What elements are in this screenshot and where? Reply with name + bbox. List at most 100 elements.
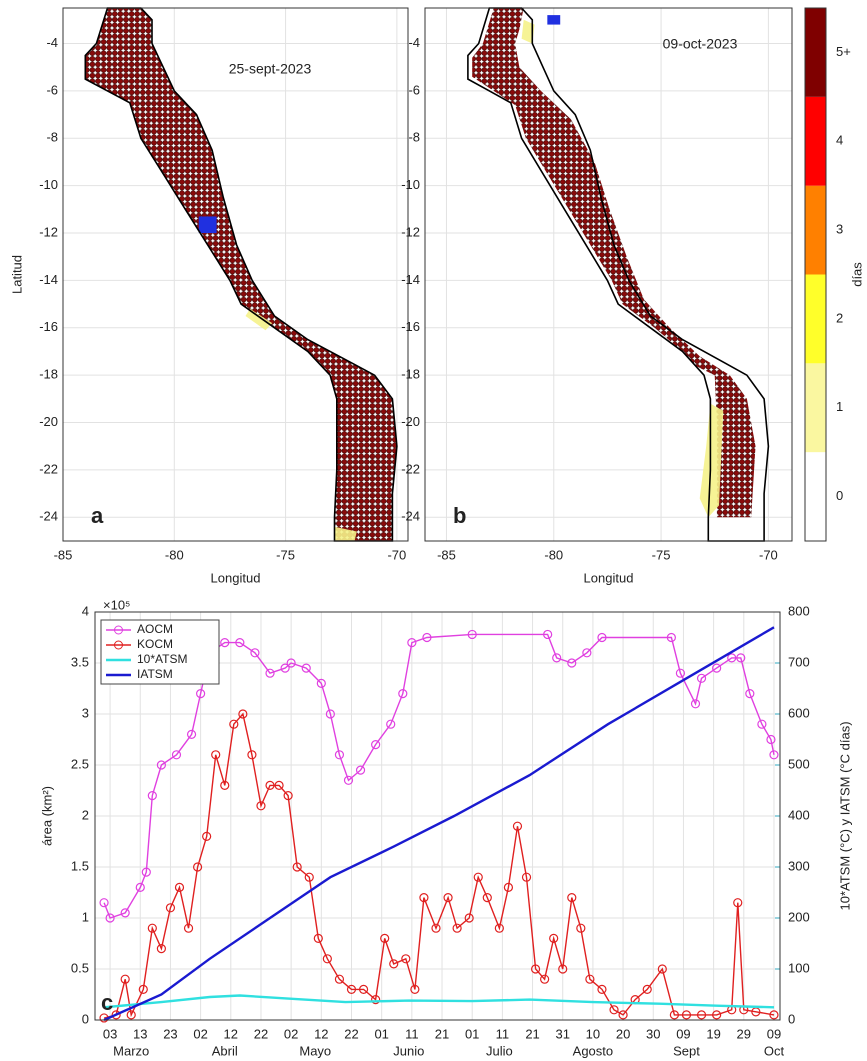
colorbar-label: 2 [836,310,843,325]
data-point [371,994,381,1005]
colorbar-label: 1 [836,399,843,414]
data-point [443,892,453,903]
data-point [576,923,586,933]
series-line [103,626,775,1022]
x-tick-label: -85 [54,547,73,562]
data-point [202,831,212,842]
data-point [757,719,767,729]
x-tick-label: 09 [676,1026,690,1041]
month-label: Marzo [113,1043,149,1058]
low-day-area [334,526,357,541]
data-point [380,933,390,944]
data-point [286,658,296,668]
series-line [103,994,775,1009]
y2-tick-label: 700 [788,654,810,669]
data-point [549,933,559,944]
data-point [669,1010,679,1020]
y2-tick-label: 500 [788,756,810,771]
x-tick-label: 13 [133,1026,147,1041]
data-point [334,974,345,984]
y-tick-label: -24 [401,509,420,524]
data-point [256,801,266,811]
colorbar-swatch [805,363,826,453]
x-tick-label: -75 [652,547,671,562]
data-point [503,882,514,893]
data-point [769,1010,779,1020]
data-point [316,678,326,689]
data-point [304,872,314,882]
x-tick-label: 02 [284,1026,298,1041]
occurrence-area [472,8,756,518]
data-point [174,882,185,893]
series-line [103,633,775,919]
y-tick-label: -22 [39,461,58,476]
data-point [618,1010,628,1020]
data-point [247,750,257,760]
x-tick-label: 21 [525,1026,539,1041]
colorbar-label: 0 [836,488,843,503]
data-point [681,1010,692,1020]
data-point [690,699,701,709]
data-point [422,632,432,643]
x-tick-label: 09 [767,1026,781,1041]
colorbar-swatch [805,452,826,541]
x-tick-label: 30 [646,1026,660,1041]
data-point [280,663,290,673]
low-day-area [521,19,535,44]
data-point [712,1010,722,1020]
data-point [283,790,293,801]
y-tick-label: -10 [401,177,420,192]
panel-letter: b [453,503,466,528]
legend-marker [114,640,123,650]
x-tick-label: 11 [405,1026,419,1041]
y-exponent: ×10⁵ [103,597,130,612]
data-point [156,760,166,770]
month-label: Mayo [299,1043,331,1058]
data-point [696,1010,707,1020]
data-point [512,821,523,831]
y2-tick-label: 600 [788,705,810,720]
x-tick-label: 19 [706,1026,720,1041]
data-point [147,923,157,933]
data-point [398,688,408,699]
data-point [135,882,145,893]
data-point [530,964,541,974]
data-point [567,658,577,668]
x-tick-label: 02 [193,1026,207,1041]
data-point [111,1010,121,1020]
data-point [389,959,399,969]
data-point [745,688,755,699]
data-point [250,648,260,658]
x-tick-label: 11 [496,1026,510,1041]
y-tick-label: -16 [401,319,420,334]
data-point [642,984,652,995]
data-point [543,629,553,640]
data-point [597,984,607,995]
legend-label: AOCM [137,622,173,636]
data-point [355,765,366,775]
data-point [238,709,248,719]
x-axis-label: Longitud [211,570,261,585]
colorbar-frame [804,7,827,542]
data-point [494,923,504,933]
data-point [386,719,396,729]
y-tick-label: 1.5 [71,858,89,873]
data-point [609,1005,619,1015]
data-point [120,908,130,918]
data-point [192,862,203,872]
data-point [419,892,429,903]
y2-tick-label: 300 [788,858,810,873]
data-point [265,668,275,678]
y-tick-label: 2 [82,807,89,822]
y-tick-label: -6 [46,82,58,97]
data-point [274,780,284,791]
colorbar-swatch [805,96,826,186]
plot-frame [424,7,793,542]
data-point [733,898,743,908]
x-tick-label: -70 [387,547,406,562]
data-point [467,629,477,640]
colorbar-swatch [805,8,826,97]
x-tick-label: 22 [344,1026,358,1041]
